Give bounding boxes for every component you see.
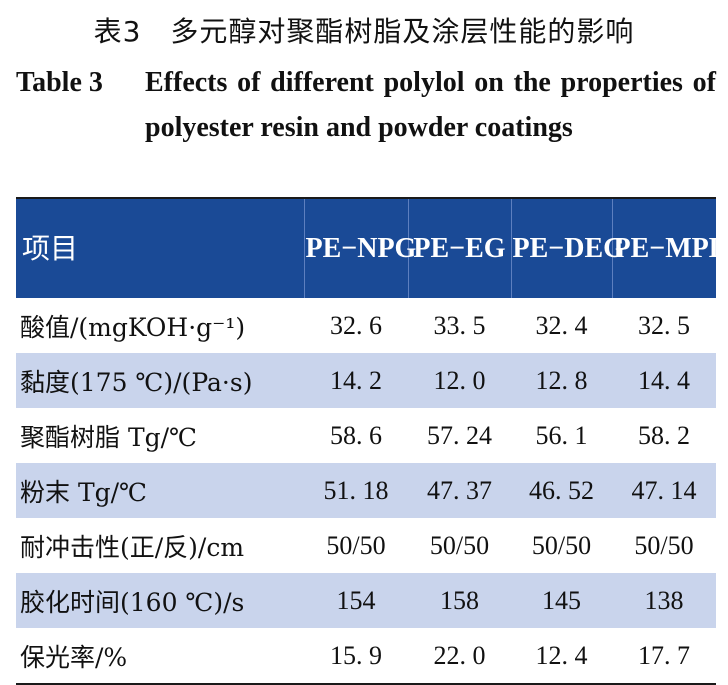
- row-label: 聚酯树脂 Tg/℃: [20, 422, 198, 452]
- table-cell: 50/50: [531, 530, 592, 560]
- table-cell: 138: [612, 573, 716, 628]
- table-cell: 158: [408, 573, 511, 628]
- table-cell: 58. 6: [330, 420, 382, 450]
- table-cell: 47. 37: [408, 463, 511, 518]
- table-cell: 51. 18: [304, 463, 408, 518]
- table-cell: 32. 5: [638, 310, 690, 340]
- table-cell: 12. 0: [408, 353, 511, 408]
- table-cell: 14. 2: [304, 353, 408, 408]
- table-cell: 58. 2: [638, 420, 690, 450]
- table-cell: 12. 4: [511, 628, 612, 685]
- table-row: 聚酯树脂 Tg/℃ 58. 6 57. 24 56. 1 58. 2: [16, 408, 716, 463]
- table-cell: 15. 9: [304, 628, 408, 685]
- table-cell: 50/50: [634, 530, 694, 560]
- table-cell: 47. 14: [612, 463, 716, 518]
- table-cell: 22. 0: [408, 628, 511, 685]
- table-cell: 56. 1: [535, 420, 588, 450]
- table-row: 耐冲击性(正/反)/cm 50/50 50/50 50/50 50/50: [16, 518, 716, 573]
- header-pe-mpd: PE−MPD: [612, 197, 728, 298]
- table-row: 胶化时间(160 ℃)/s 154 158 145 138: [16, 573, 716, 628]
- row-label: 粉末 Tg/℃: [16, 463, 304, 518]
- header-pe-eg: PE−EG: [408, 197, 512, 298]
- row-label: 黏度(175 ℃)/(Pa·s): [16, 353, 304, 408]
- table-cell: 46. 52: [511, 463, 612, 518]
- table-number-label: Table 3: [16, 67, 103, 98]
- table-cell: 14. 4: [612, 353, 716, 408]
- table-row: 黏度(175 ℃)/(Pa·s) 14. 2 12. 0 12. 8 14. 4: [16, 353, 716, 408]
- header-pe-deg: PE−DEG: [511, 197, 625, 298]
- table-caption-text: Effects of different polylol on the prop…: [145, 67, 716, 143]
- table-cell: 33. 5: [433, 310, 486, 340]
- table-cell: 32. 4: [535, 310, 588, 340]
- table-cell: 12. 8: [511, 353, 612, 408]
- properties-table: 项目 PE−NPG PE−EG PE−DEG PE−MPD 酸值/(mgKOH·…: [16, 197, 728, 685]
- header-item: 项目: [16, 197, 305, 298]
- table-cell: 50/50: [429, 530, 490, 560]
- table-row: 保光率/% 15. 9 22. 0 12. 4 17. 7: [16, 628, 716, 685]
- header-pe-npg: PE−NPG: [304, 197, 416, 298]
- table-cell: 17. 7: [612, 628, 716, 685]
- table-cell: 32. 6: [330, 310, 382, 340]
- header-row: 项目 PE−NPG PE−EG PE−DEG PE−MPD: [16, 197, 728, 298]
- table-cell: 57. 24: [427, 420, 492, 450]
- table-cell: 154: [304, 573, 408, 628]
- table-title-chinese: 表3 多元醇对聚酯树脂及涂层性能的影响: [93, 15, 635, 48]
- row-label: 胶化时间(160 ℃)/s: [16, 573, 304, 628]
- row-label: 酸值/(mgKOH·g⁻¹): [20, 312, 246, 342]
- table-cell: 50/50: [326, 530, 386, 560]
- table-cell: 145: [511, 573, 612, 628]
- row-label: 保光率/%: [16, 628, 304, 685]
- row-label: 耐冲击性(正/反)/cm: [20, 532, 245, 562]
- table-row: 粉末 Tg/℃ 51. 18 47. 37 46. 52 47. 14: [16, 463, 716, 518]
- table-row: 酸值/(mgKOH·g⁻¹) 32. 6 33. 5 32. 4 32. 5: [16, 298, 716, 353]
